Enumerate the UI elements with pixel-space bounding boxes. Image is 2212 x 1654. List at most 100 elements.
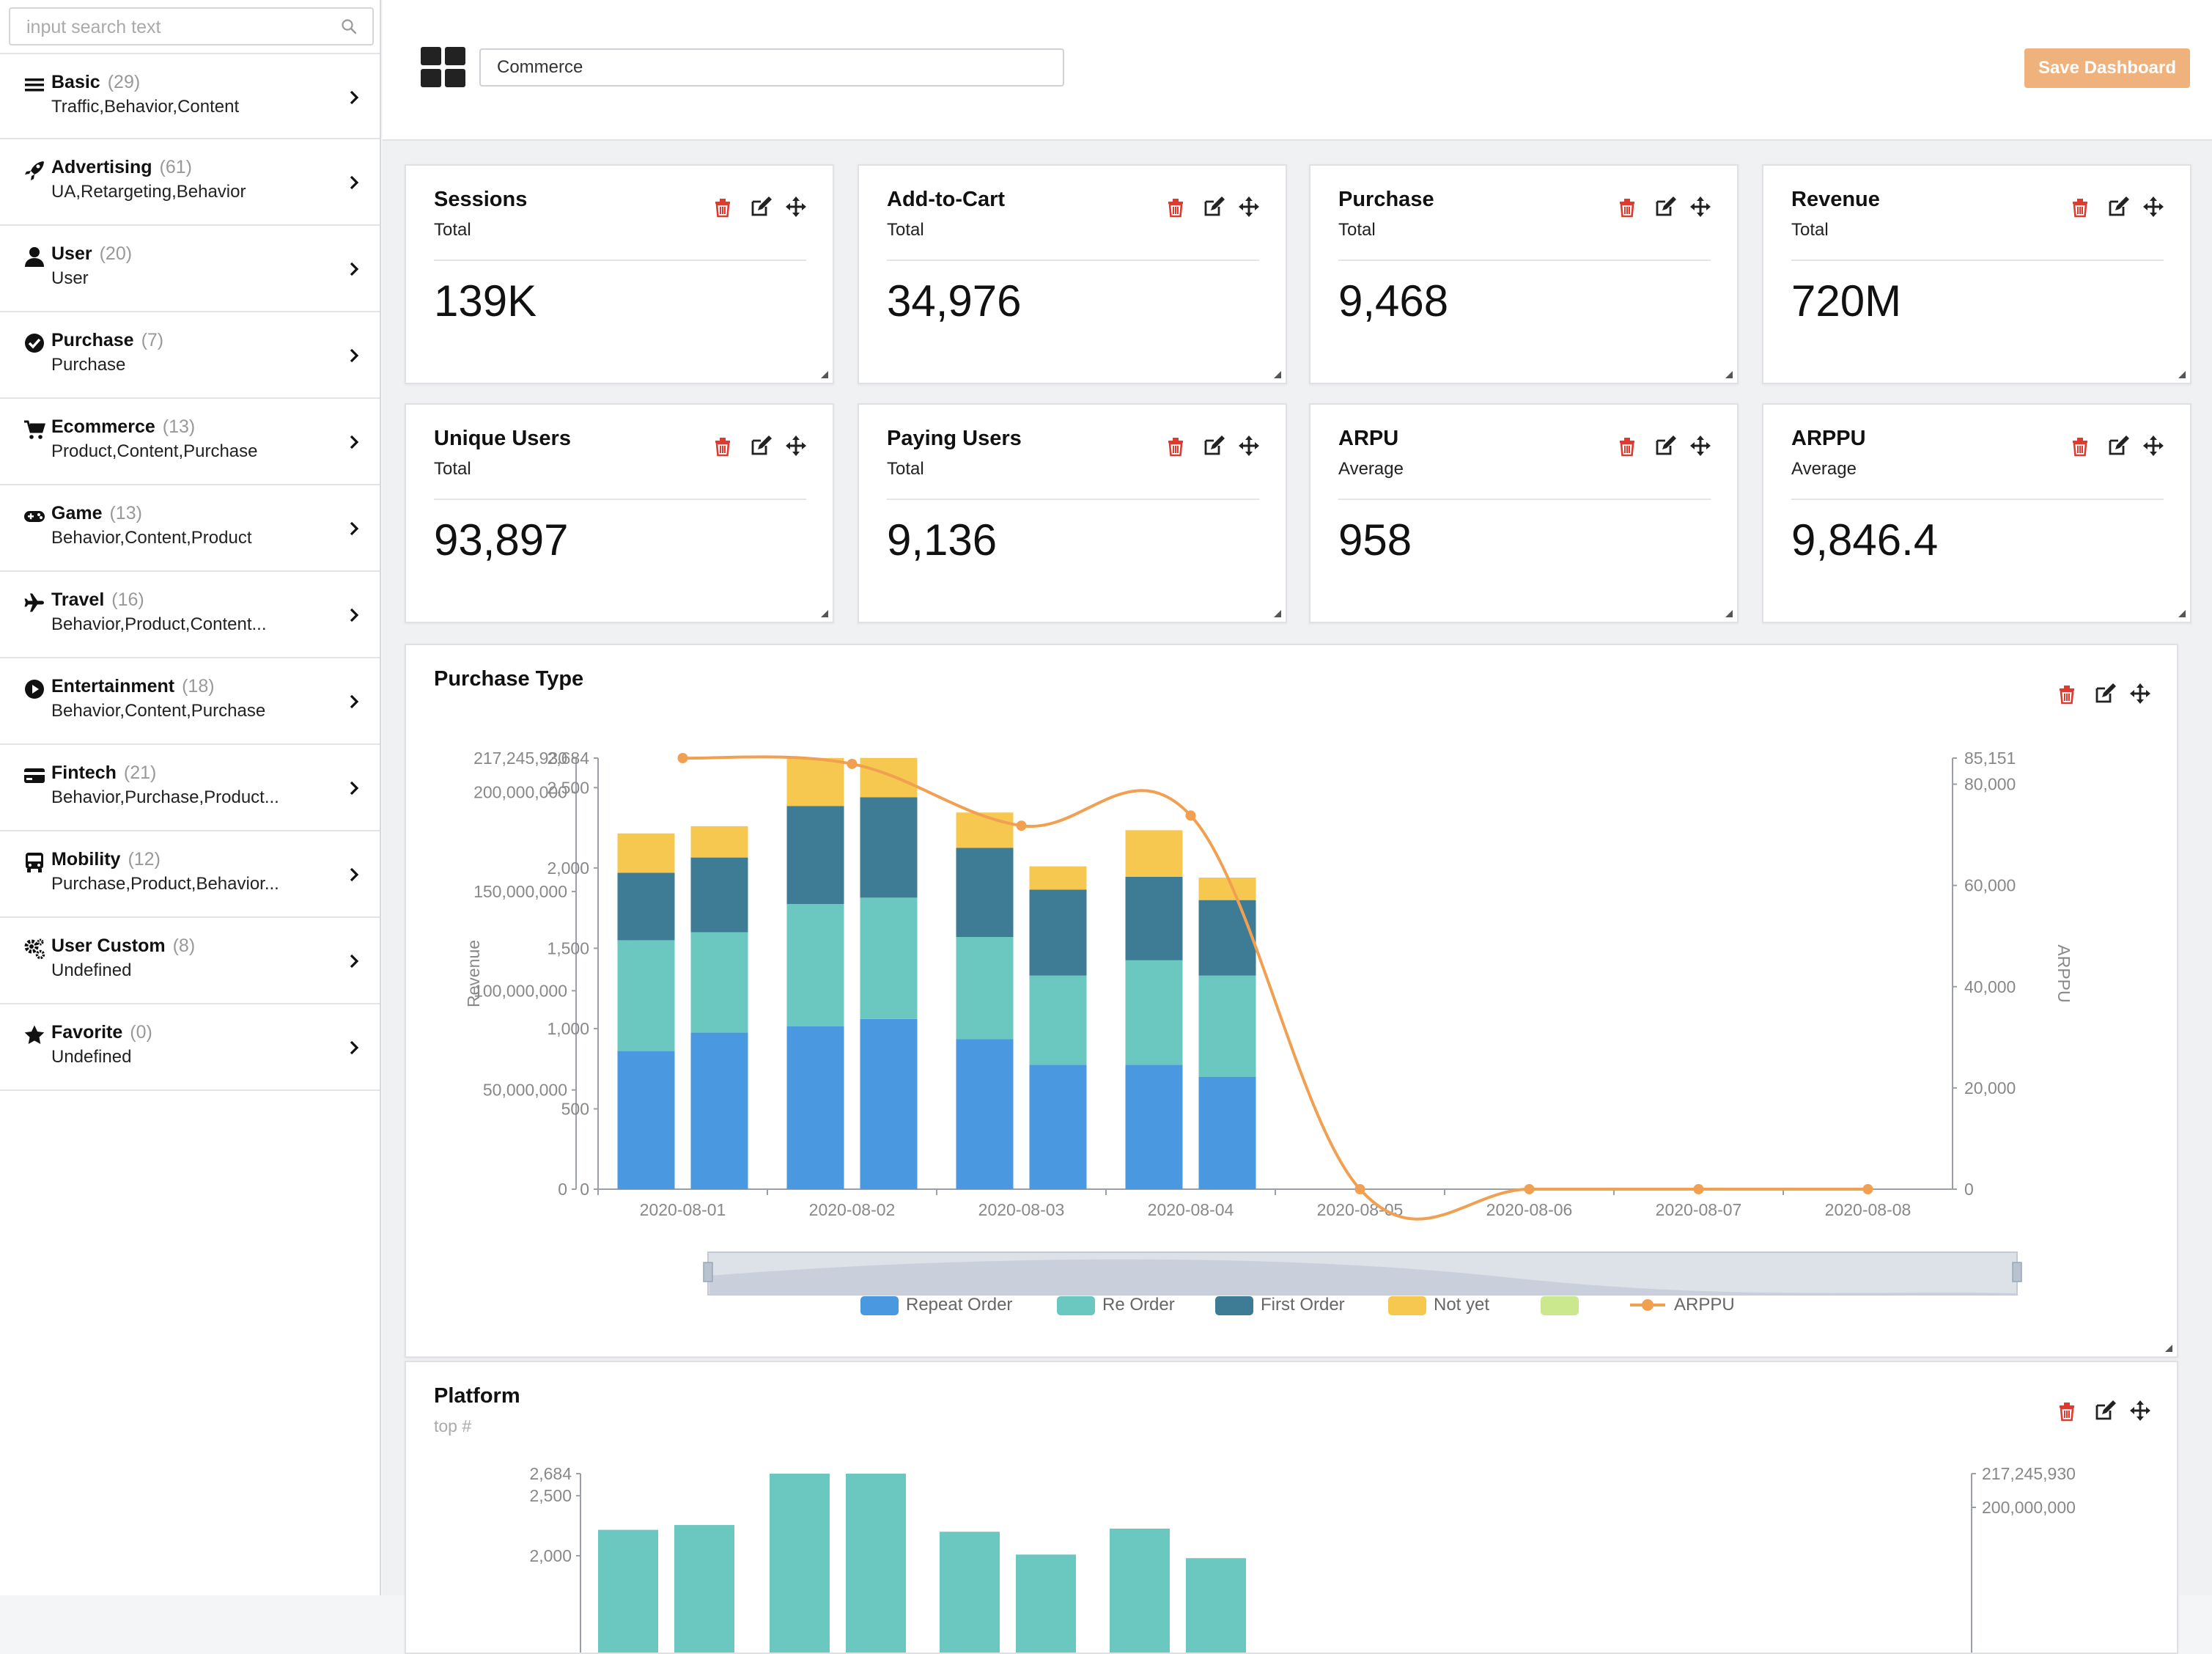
- delete-icon[interactable]: [1615, 434, 1639, 457]
- move-icon[interactable]: [2128, 1399, 2152, 1422]
- kpi-title: ARPPU: [1791, 427, 1866, 450]
- left-axis-tick-label: 2,684: [529, 1464, 572, 1483]
- sidebar-item-travel[interactable]: Travel (16) Behavior,Product,Content...: [0, 572, 380, 658]
- bar-segment-not-yet: [690, 826, 748, 858]
- resize-handle-icon[interactable]: [1724, 370, 1733, 378]
- edit-icon[interactable]: [1202, 195, 1225, 218]
- sidebar-item-count: (13): [109, 503, 142, 523]
- zoom-slider-preview: [709, 1259, 2016, 1295]
- revenue-axis-tick-label: 150,000,000: [473, 882, 567, 901]
- resize-handle-icon[interactable]: [1272, 370, 1281, 378]
- rocket-icon: [25, 161, 44, 180]
- edit-icon[interactable]: [2093, 682, 2117, 705]
- move-icon[interactable]: [2142, 195, 2165, 218]
- zoom-handle-right: [2012, 1262, 2022, 1282]
- delete-icon[interactable]: [1615, 195, 1639, 218]
- bar-segment-re-order: [1198, 975, 1256, 1077]
- revenue-axis-tick-label: 0: [558, 1180, 567, 1199]
- sidebar-item-advertising[interactable]: Advertising (61) UA,Retargeting,Behavior: [0, 139, 380, 226]
- sidebar-item-purchase[interactable]: Purchase (7) Purchase: [0, 312, 380, 399]
- move-icon[interactable]: [1689, 195, 1712, 218]
- dashboard-title-input[interactable]: [479, 48, 1064, 87]
- arppu-axis-tick-label: 85,151: [1964, 749, 2016, 768]
- bar-segment-not-yet: [1125, 830, 1183, 877]
- search-icon[interactable]: [340, 18, 358, 35]
- sidebar-item-favorite[interactable]: Favorite (0) Undefined: [0, 1004, 380, 1091]
- resize-handle-icon[interactable]: [1272, 609, 1281, 617]
- move-icon[interactable]: [1237, 195, 1261, 218]
- platform-bar: [940, 1532, 1000, 1653]
- edit-icon[interactable]: [1654, 434, 1677, 457]
- edit-icon[interactable]: [1654, 195, 1677, 218]
- sidebar-item-label: User Custom (8): [51, 936, 196, 956]
- resize-handle-icon[interactable]: [2177, 609, 2186, 617]
- resize-handle-icon[interactable]: [2177, 370, 2186, 378]
- edit-icon[interactable]: [2093, 1399, 2117, 1422]
- delete-icon[interactable]: [1164, 434, 1187, 457]
- kpi-card-purchase: Purchase Total 9,468: [1309, 164, 1739, 384]
- edit-icon[interactable]: [1202, 434, 1225, 457]
- sidebar-item-count: (61): [159, 157, 192, 177]
- edit-icon[interactable]: [2106, 195, 2130, 218]
- edit-icon[interactable]: [749, 195, 773, 218]
- delete-icon[interactable]: [711, 195, 734, 218]
- kpi-value: 720M: [1791, 276, 1902, 326]
- revenue-axis-label: Revenue: [464, 940, 483, 1007]
- move-icon[interactable]: [1689, 434, 1712, 457]
- resize-handle-icon[interactable]: [819, 370, 828, 378]
- sidebar-item-game[interactable]: Game (13) Behavior,Content,Product: [0, 485, 380, 572]
- arppu-point: [677, 753, 688, 763]
- bar-segment-repeat-order: [1125, 1065, 1183, 1189]
- edit-icon[interactable]: [2106, 434, 2130, 457]
- bar-segment-repeat-order: [1198, 1076, 1256, 1189]
- divider: [887, 499, 1259, 500]
- kpi-title: ARPU: [1338, 427, 1399, 450]
- move-icon[interactable]: [2142, 434, 2165, 457]
- resize-handle-icon[interactable]: [1724, 609, 1733, 617]
- card-tools: [711, 195, 808, 220]
- arppu-point: [1524, 1184, 1535, 1194]
- resize-handle-icon[interactable]: [2164, 1343, 2172, 1352]
- arppu-axis-label: ARPPU: [2054, 944, 2073, 1002]
- cogs-icon: [24, 938, 45, 960]
- move-icon[interactable]: [784, 195, 808, 218]
- arppu-point: [1693, 1184, 1704, 1194]
- sidebar-item-basic[interactable]: Basic (29) Traffic,Behavior,Content: [0, 53, 380, 139]
- legend-label: Not yet: [1434, 1295, 1490, 1315]
- chevron-right-icon: [350, 262, 359, 276]
- kpi-aggregation: Average: [1338, 459, 1404, 479]
- edit-icon[interactable]: [749, 434, 773, 457]
- search-input[interactable]: [25, 9, 321, 45]
- kpi-card-arpu: ARPU Average 958: [1309, 403, 1739, 623]
- delete-icon[interactable]: [2055, 682, 2079, 705]
- kpi-value: 9,136: [887, 515, 998, 565]
- purchase-type-chart: 0 50,000,000 100,000,000 150,000,000 200,000…: [464, 749, 2073, 1295]
- sidebar-item-entertainment[interactable]: Entertainment (18) Behavior,Content,Purcha…: [0, 658, 380, 745]
- delete-icon[interactable]: [2055, 1399, 2079, 1422]
- move-icon[interactable]: [2128, 682, 2152, 705]
- delete-icon[interactable]: [711, 434, 734, 457]
- check-circle-icon: [25, 334, 44, 353]
- resize-handle-icon[interactable]: [819, 609, 828, 617]
- delete-icon[interactable]: [1164, 195, 1187, 218]
- delete-icon[interactable]: [2068, 434, 2092, 457]
- sidebar-item-mobility[interactable]: Mobility (12) Purchase,Product,Behavior...: [0, 831, 380, 918]
- move-icon[interactable]: [784, 434, 808, 457]
- sidebar-item-user[interactable]: User (20) User: [0, 226, 380, 312]
- kpi-card-sessions: Sessions Total 139K: [405, 164, 834, 384]
- purchase-type-chart-card: Purchase Type 0 50,000,000 100,000,000 150,…: [405, 644, 2178, 1358]
- sidebar-item-label: Purchase (7): [51, 330, 164, 350]
- chevron-right-icon: [350, 435, 359, 449]
- sidebar-item-count: (0): [130, 1022, 152, 1043]
- save-dashboard-button[interactable]: Save Dashboard: [2024, 48, 2190, 88]
- card-tools: [1164, 195, 1261, 220]
- move-icon[interactable]: [1237, 434, 1261, 457]
- chevron-right-icon: [350, 90, 359, 105]
- delete-icon[interactable]: [2068, 195, 2092, 218]
- sidebar-item-user-custom[interactable]: User Custom (8) Undefined: [0, 918, 380, 1004]
- sidebar-item-fintech[interactable]: Fintech (21) Behavior,Purchase,Product...: [0, 745, 380, 831]
- sidebar-item-subtitle: Behavior,Content,Product: [51, 528, 252, 548]
- arppu-axis-tick-label: 40,000: [1964, 977, 2016, 996]
- sidebar-item-ecommerce[interactable]: Ecommerce (13) Product,Content,Purchase: [0, 399, 380, 485]
- sidebar-item-label: Mobility (12): [51, 849, 161, 870]
